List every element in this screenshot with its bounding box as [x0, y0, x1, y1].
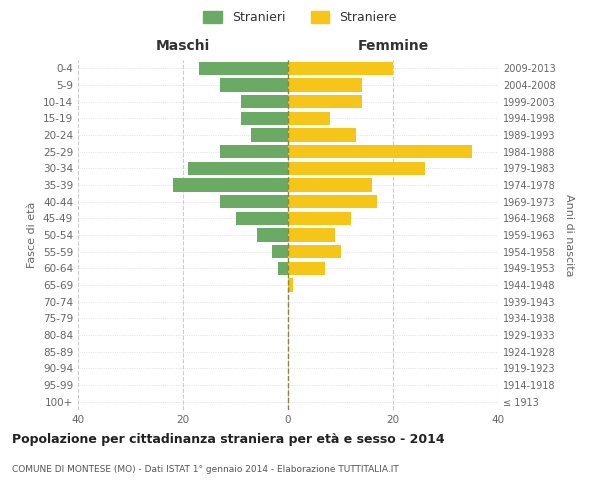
Bar: [288, 145, 472, 158]
Bar: [288, 128, 356, 141]
Bar: [288, 245, 341, 258]
Bar: [173, 178, 288, 192]
Bar: [199, 62, 288, 75]
Bar: [220, 78, 288, 92]
Bar: [277, 262, 288, 275]
Text: Maschi: Maschi: [156, 38, 210, 52]
Text: Femmine: Femmine: [358, 38, 428, 52]
Bar: [288, 162, 425, 175]
Bar: [257, 228, 288, 241]
Bar: [235, 212, 288, 225]
Bar: [288, 262, 325, 275]
Y-axis label: Fasce di età: Fasce di età: [28, 202, 37, 268]
Bar: [288, 212, 351, 225]
Text: Popolazione per cittadinanza straniera per età e sesso - 2014: Popolazione per cittadinanza straniera p…: [12, 432, 445, 446]
Bar: [288, 278, 293, 291]
Bar: [241, 95, 288, 108]
Bar: [288, 195, 377, 208]
Bar: [288, 78, 361, 92]
Bar: [251, 128, 288, 141]
Legend: Stranieri, Straniere: Stranieri, Straniere: [203, 11, 397, 24]
Bar: [288, 228, 335, 241]
Text: COMUNE DI MONTESE (MO) - Dati ISTAT 1° gennaio 2014 - Elaborazione TUTTITALIA.IT: COMUNE DI MONTESE (MO) - Dati ISTAT 1° g…: [12, 466, 399, 474]
Bar: [188, 162, 288, 175]
Bar: [288, 62, 393, 75]
Y-axis label: Anni di nascita: Anni di nascita: [564, 194, 574, 276]
Bar: [288, 95, 361, 108]
Bar: [220, 195, 288, 208]
Bar: [220, 145, 288, 158]
Bar: [288, 178, 372, 192]
Bar: [272, 245, 288, 258]
Bar: [288, 112, 330, 125]
Bar: [241, 112, 288, 125]
